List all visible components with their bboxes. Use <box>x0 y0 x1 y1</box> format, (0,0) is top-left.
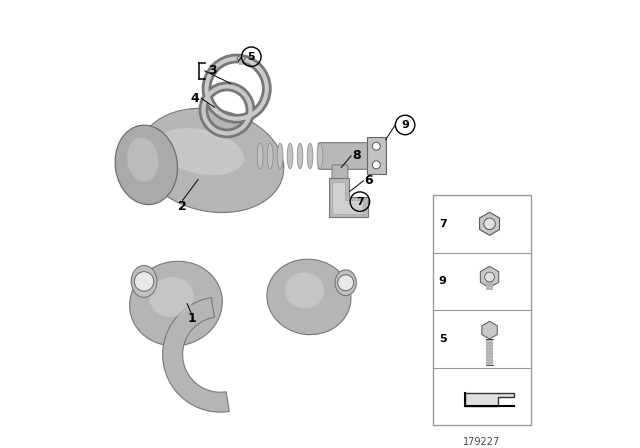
Ellipse shape <box>287 143 293 169</box>
Ellipse shape <box>277 143 283 169</box>
Circle shape <box>484 272 495 282</box>
Polygon shape <box>329 178 368 217</box>
Text: 4: 4 <box>191 92 200 105</box>
Polygon shape <box>481 267 499 288</box>
Ellipse shape <box>297 143 303 169</box>
Text: 5: 5 <box>439 334 447 344</box>
Text: 7: 7 <box>439 219 447 229</box>
Polygon shape <box>163 297 229 412</box>
FancyBboxPatch shape <box>318 143 372 169</box>
Circle shape <box>372 142 380 150</box>
Ellipse shape <box>127 138 158 181</box>
Circle shape <box>484 218 495 229</box>
Circle shape <box>338 275 354 291</box>
Polygon shape <box>482 321 497 339</box>
Polygon shape <box>332 182 364 214</box>
Ellipse shape <box>130 261 222 346</box>
Ellipse shape <box>157 128 244 175</box>
Text: 3: 3 <box>209 65 217 78</box>
Ellipse shape <box>131 266 157 297</box>
Text: 1: 1 <box>187 312 196 325</box>
Ellipse shape <box>335 270 356 296</box>
Polygon shape <box>367 138 387 174</box>
Circle shape <box>134 271 154 291</box>
Ellipse shape <box>268 143 273 169</box>
Text: 9: 9 <box>401 120 409 130</box>
Ellipse shape <box>150 277 194 317</box>
Ellipse shape <box>285 272 324 308</box>
Text: 179227: 179227 <box>463 436 500 447</box>
FancyBboxPatch shape <box>332 165 348 196</box>
Polygon shape <box>465 393 514 405</box>
Ellipse shape <box>237 56 245 61</box>
Text: 8: 8 <box>352 150 361 163</box>
Ellipse shape <box>317 143 323 169</box>
Text: 5: 5 <box>248 52 255 62</box>
Text: 6: 6 <box>364 174 373 187</box>
Ellipse shape <box>139 108 284 212</box>
Text: 7: 7 <box>356 197 364 207</box>
Circle shape <box>372 161 380 169</box>
Text: 9: 9 <box>439 276 447 286</box>
Ellipse shape <box>115 125 177 205</box>
FancyBboxPatch shape <box>433 195 531 426</box>
Polygon shape <box>479 212 500 235</box>
Ellipse shape <box>307 143 313 169</box>
Ellipse shape <box>257 143 263 169</box>
Text: 2: 2 <box>179 199 187 213</box>
Ellipse shape <box>267 259 351 335</box>
